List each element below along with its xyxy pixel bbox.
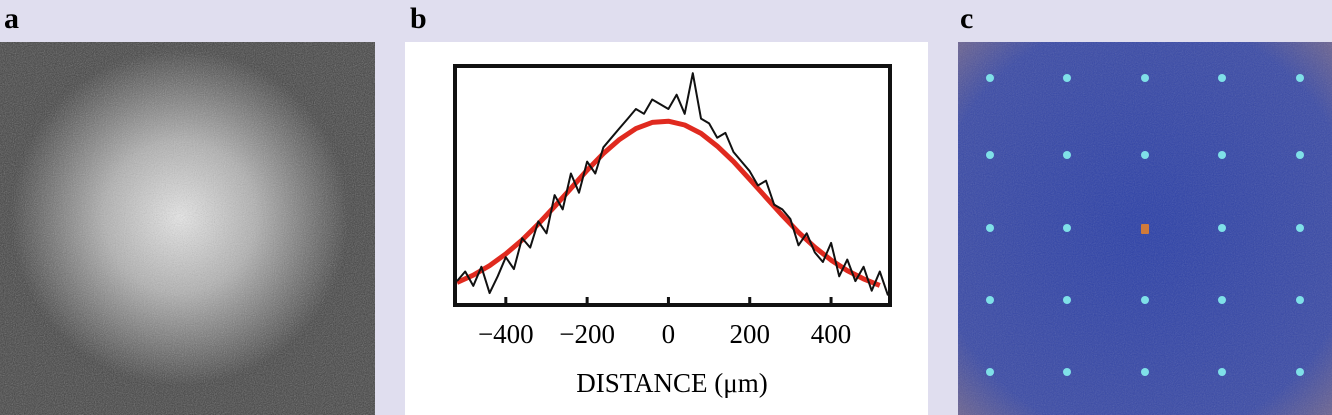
x-tick-label: −400 (478, 319, 534, 349)
lattice-spot (1296, 224, 1304, 232)
panel-label: b (410, 2, 427, 35)
x-axis-label: DISTANCE (μm) (576, 368, 768, 398)
lattice-spot (1063, 74, 1071, 82)
lattice-spot (986, 296, 994, 304)
lattice-spot (1141, 296, 1149, 304)
plot-frame (453, 64, 892, 307)
lattice-spot (986, 224, 994, 232)
x-tick-label: 0 (662, 319, 676, 349)
x-tick-label: 200 (729, 319, 770, 349)
panel-c-image (958, 42, 1332, 415)
x-tick-label: 400 (811, 319, 852, 349)
lattice-spot (1218, 368, 1226, 376)
lattice-spot (1218, 224, 1226, 232)
plot: −400 −200 0 200 400 (455, 72, 889, 349)
panel-label: a (4, 2, 19, 35)
lattice-spot (986, 151, 994, 159)
lattice-spot (1296, 151, 1304, 159)
lattice-spot (1296, 368, 1304, 376)
lattice-spot (1063, 151, 1071, 159)
x-tick-label: −200 (559, 319, 615, 349)
panel-a-image (0, 42, 375, 415)
lattice-spot (1063, 296, 1071, 304)
lattice-spot (1218, 151, 1226, 159)
panel-b-background (405, 42, 928, 415)
lattice-spot (986, 368, 994, 376)
lattice-spot (1296, 296, 1304, 304)
lattice-spot (986, 74, 994, 82)
lattice-spot (1141, 224, 1149, 234)
data-line (455, 118, 881, 288)
lattice-spot (1218, 74, 1226, 82)
lattice-spot (1141, 151, 1149, 159)
lattice-spot (1063, 368, 1071, 376)
data-line (456, 72, 889, 296)
lattice-spot (1218, 296, 1226, 304)
lattice-spot (1063, 224, 1071, 232)
lattice-spot (1141, 368, 1149, 376)
lattice-spot (1141, 74, 1149, 82)
panel-label: c (960, 2, 973, 35)
lattice-spot (1296, 74, 1304, 82)
